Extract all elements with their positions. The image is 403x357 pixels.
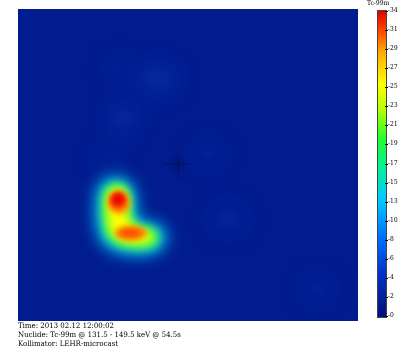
colorbar-tick-label: -0 [385, 312, 394, 319]
colorbar-tick-label: -10 [385, 216, 398, 224]
colorbar-tick-label: -34 [385, 7, 398, 14]
colorbar-tick-label: -15 [385, 178, 398, 186]
nuclide-label: Nuclide: Tc-99m @ 131.5 - 149.5 keV @ 54… [18, 331, 181, 339]
heatmap-graphic [18, 9, 358, 321]
colorbar-tick-label: -13 [385, 197, 398, 205]
scan-image [18, 9, 358, 321]
collimator-label: Kollimator: LEHR-microcast [18, 340, 119, 348]
colorbar-tick-label: -2 [385, 292, 394, 300]
colorbar-tick-label: -29 [385, 45, 398, 53]
colorbar-tick-label: -23 [385, 102, 398, 110]
time-label: Time: 2013 02.12 12:00:02 [18, 322, 115, 330]
colorbar-tick-label: -17 [385, 159, 398, 167]
colorbar-tick-label: -4 [385, 273, 394, 281]
colorbar-tick-label: -25 [385, 83, 398, 91]
colorbar-tick-label: -21 [385, 121, 398, 129]
colorbar-title: Tc-99m [367, 0, 390, 7]
scan-info: Time: 2013 02.12 12:00:02 Nuclide: Tc-99… [18, 322, 181, 349]
colorbar-tick-label: -19 [385, 140, 398, 148]
colorbar-tick-label: -6 [385, 254, 394, 262]
colorbar-tick-label: -31 [385, 26, 398, 34]
colorbar-tick-label: -8 [385, 235, 394, 243]
colorbar-tick-label: -27 [385, 64, 398, 72]
